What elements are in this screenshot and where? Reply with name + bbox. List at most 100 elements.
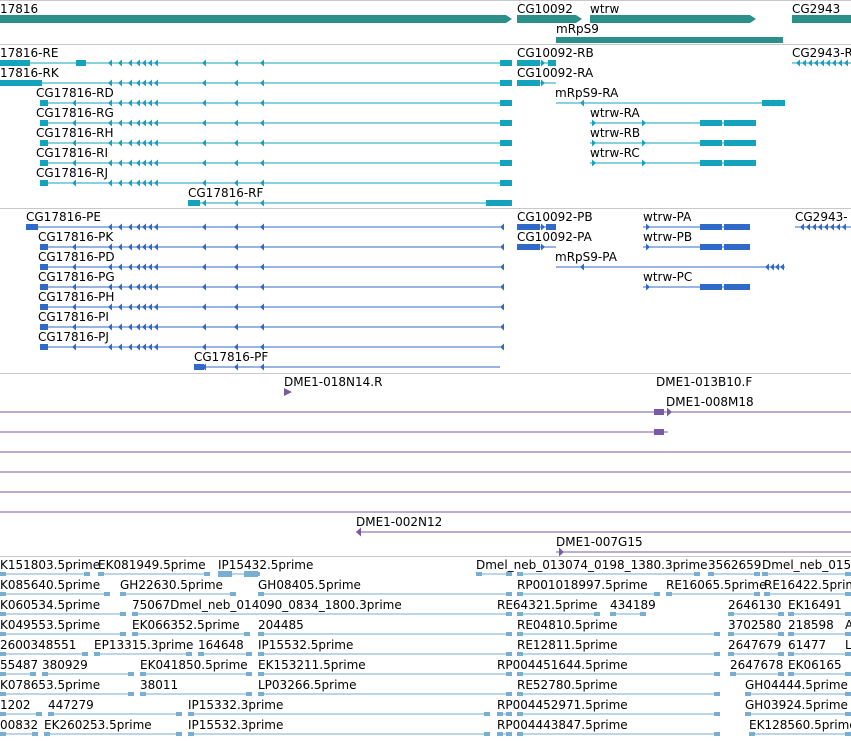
gene-label[interactable]: CG10092 bbox=[517, 2, 573, 16]
est-label[interactable]: EK153211.5prime bbox=[258, 658, 366, 672]
est-label[interactable]: L bbox=[845, 638, 851, 652]
protein-label[interactable]: CG17816-PG bbox=[38, 270, 115, 284]
gene-label[interactable]: CG2943 bbox=[792, 2, 841, 16]
est-label[interactable]: 3562659 bbox=[708, 558, 762, 572]
transcript-label[interactable]: CG10092-RB bbox=[517, 46, 594, 60]
protein-label[interactable]: CG17816-PF bbox=[194, 350, 269, 364]
est-label[interactable]: 447279 bbox=[48, 698, 94, 712]
est-label[interactable]: EK066352.5prime bbox=[132, 618, 240, 632]
est-label[interactable]: 2646130 bbox=[728, 598, 782, 612]
protein-label[interactable]: wtrw-PB bbox=[643, 230, 693, 244]
protein-label[interactable]: mRpS9-PA bbox=[555, 250, 617, 264]
protein-label[interactable]: wtrw-PC bbox=[643, 270, 693, 284]
est-label[interactable]: EP13315.3prime bbox=[94, 638, 194, 652]
clone-label[interactable]: DME1-007G15 bbox=[556, 535, 643, 549]
transcript-label[interactable]: wtrw-RA bbox=[590, 106, 640, 120]
strand-arrow bbox=[646, 243, 650, 251]
est-label[interactable]: K078653.5prime bbox=[0, 678, 101, 692]
transcript-label[interactable]: CG17816-RI bbox=[36, 146, 109, 160]
transcript-label[interactable]: wtrw-RC bbox=[590, 146, 640, 160]
est-label[interactable]: 2647679 bbox=[728, 638, 782, 652]
est-label[interactable]: EK260253.5prime bbox=[44, 718, 152, 732]
est-label[interactable]: 1202 bbox=[0, 698, 31, 712]
clone-label[interactable]: DME1-013B10.F bbox=[656, 375, 753, 389]
est-label[interactable]: 164648 bbox=[198, 638, 244, 652]
est-label[interactable]: GH08405.5prime bbox=[258, 578, 361, 592]
transcript-label[interactable]: wtrw-RB bbox=[590, 126, 641, 140]
clone-label[interactable]: DME1-008M18 bbox=[666, 395, 754, 409]
protein-label[interactable]: CG2943- bbox=[795, 210, 848, 224]
est-label[interactable]: 75067Dmel_neb_014090_0834_1800.3prime bbox=[132, 598, 402, 612]
est-label[interactable]: 204485 bbox=[258, 618, 304, 632]
protein-label[interactable]: CG17816-PD bbox=[38, 250, 115, 264]
transcript-label[interactable]: CG17816-RJ bbox=[36, 166, 109, 180]
est-label[interactable]: K049553.5prime bbox=[0, 618, 101, 632]
est-label[interactable]: 2647678 bbox=[730, 658, 784, 672]
transcript-label[interactable]: CG17816-RH bbox=[36, 126, 114, 140]
est-label[interactable]: RP004443847.5prime bbox=[497, 718, 628, 732]
est-label[interactable]: K085640.5prime bbox=[0, 578, 101, 592]
est-label[interactable]: RP004452971.5prime bbox=[497, 698, 628, 712]
est-label[interactable]: GH04444.5prime bbox=[745, 678, 848, 692]
clone-label[interactable]: DME1-018N14.R bbox=[284, 375, 383, 389]
est-label[interactable]: 2600348551 bbox=[0, 638, 77, 652]
est-label[interactable]: EK041850.5prime bbox=[140, 658, 248, 672]
est-label[interactable]: EK06165 bbox=[788, 658, 842, 672]
gene-label[interactable]: 17816 bbox=[0, 2, 39, 16]
transcript-label[interactable]: mRpS9-RA bbox=[555, 86, 619, 100]
est-label[interactable]: RE16422.5prime bbox=[764, 578, 851, 592]
protein-label[interactable]: CG17816-PJ bbox=[38, 330, 109, 344]
strand-arrow bbox=[142, 119, 146, 127]
strand-arrow bbox=[154, 263, 158, 271]
protein-label[interactable]: CG10092-PB bbox=[517, 210, 593, 224]
est-label[interactable]: 218598 bbox=[788, 618, 834, 632]
est-label[interactable]: EK16491 bbox=[788, 598, 842, 612]
transcript-label[interactable]: CG17816-RD bbox=[36, 86, 114, 100]
est-label[interactable]: A bbox=[845, 618, 851, 632]
est-label[interactable]: 55487 bbox=[0, 658, 39, 672]
protein-label[interactable]: CG17816-PK bbox=[38, 230, 114, 244]
protein-label[interactable]: CG10092-PA bbox=[517, 230, 592, 244]
exon-block bbox=[548, 60, 556, 66]
est-label[interactable]: Dmel_neb_015 bbox=[762, 558, 851, 572]
est-label[interactable]: 00832 bbox=[0, 718, 39, 732]
est-label[interactable]: 3702580 bbox=[728, 618, 782, 632]
est-label[interactable]: EK081949.5prime bbox=[98, 558, 206, 572]
est-label[interactable]: RP004451644.5prime bbox=[497, 658, 628, 672]
protein-label[interactable]: wtrw-PA bbox=[643, 210, 692, 224]
est-label[interactable]: GH03924.5prime bbox=[745, 698, 848, 712]
est-label[interactable]: IP15432.5prime bbox=[218, 558, 314, 572]
est-label[interactable]: IP15332.3prime bbox=[188, 698, 284, 712]
est-label[interactable]: RE64321.5prime bbox=[497, 598, 598, 612]
transcript-label[interactable]: CG10092-RA bbox=[517, 66, 594, 80]
est-label[interactable]: RE16065.5prime bbox=[666, 578, 767, 592]
est-label[interactable]: LP03266.5prime bbox=[258, 678, 357, 692]
protein-label[interactable]: CG17816-PH bbox=[38, 290, 115, 304]
transcript-label[interactable]: 17816-RK bbox=[0, 66, 59, 80]
gene-label[interactable]: mRpS9 bbox=[556, 22, 599, 36]
transcript-label[interactable]: 17816-RE bbox=[0, 46, 59, 60]
est-label[interactable]: RE12811.5prime bbox=[517, 638, 618, 652]
est-label[interactable]: IP15532.5prime bbox=[258, 638, 354, 652]
gene-label[interactable]: wtrw bbox=[590, 2, 620, 16]
est-label[interactable]: 38011 bbox=[140, 678, 179, 692]
est-label[interactable]: K060534.5prime bbox=[0, 598, 101, 612]
est-label[interactable]: RE52780.5prime bbox=[517, 678, 618, 692]
est-label[interactable]: EK128560.5prime bbox=[749, 718, 851, 732]
est-label[interactable]: Dmel_neb_013074_0198_1380.3prime bbox=[476, 558, 708, 572]
transcript-label[interactable]: CG2943-R bbox=[792, 46, 851, 60]
protein-label[interactable]: CG17816-PI bbox=[38, 310, 109, 324]
est-label[interactable]: 380929 bbox=[42, 658, 88, 672]
est-label[interactable]: GH22630.5prime bbox=[120, 578, 223, 592]
est-label[interactable]: 61477 bbox=[788, 638, 827, 652]
transcript-label[interactable]: CG17816-RG bbox=[36, 106, 114, 120]
clone-label[interactable]: DME1-002N12 bbox=[356, 515, 443, 529]
est-label[interactable]: RP001018997.5prime bbox=[517, 578, 648, 592]
transcript-label[interactable]: CG17816-RF bbox=[188, 186, 264, 200]
est-block bbox=[778, 632, 784, 636]
est-label[interactable]: IP15532.3prime bbox=[188, 718, 284, 732]
protein-label[interactable]: CG17816-PE bbox=[26, 210, 101, 224]
est-label[interactable]: 434189 bbox=[610, 598, 656, 612]
est-label[interactable]: RE04810.5prime bbox=[517, 618, 618, 632]
est-label[interactable]: K151803.5prime bbox=[0, 558, 101, 572]
